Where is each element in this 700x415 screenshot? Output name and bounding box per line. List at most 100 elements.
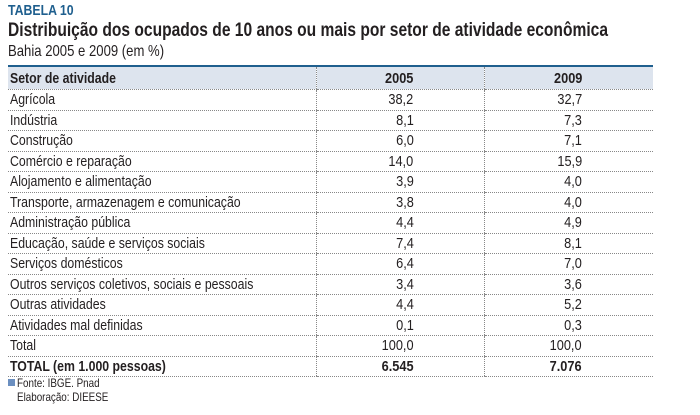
value-2009-cell: 3,6 (483, 274, 653, 295)
table-title: Distribuição dos ocupados de 10 anos ou … (8, 20, 700, 42)
sector-name: Agrícola (10, 91, 56, 109)
value-2005: 8,1 (395, 111, 414, 129)
table-row: Transporte, armazenagem e comunicação 3,… (8, 192, 653, 213)
value-2009-cell: 8,1 (483, 233, 653, 254)
table-row: Agrícola 38,2 32,7 (8, 89, 653, 111)
value-2005: 6.545 (381, 357, 414, 375)
value-2009-cell: 7,1 (483, 130, 653, 152)
sector-name: Total (10, 337, 36, 355)
value-2005: 0,1 (395, 316, 414, 334)
sector-cell: Comércio e reparação (8, 151, 317, 172)
value-2005-cell: 6,4 (316, 253, 485, 275)
value-2005: 4,4 (395, 296, 414, 314)
table-row: Outras atividades 4,4 5,2 (8, 294, 653, 316)
value-2005-cell: 14,0 (316, 151, 485, 172)
value-2005-cell: 100,0 (316, 335, 485, 357)
sector-cell: Educação, saúde e serviços sociais (8, 233, 317, 254)
table-row: Educação, saúde e serviços sociais 7,4 8… (8, 233, 653, 254)
value-2005-cell: 0,1 (316, 315, 485, 336)
sector-name: Educação, saúde e serviços sociais (10, 234, 205, 252)
sector-name: Serviços domésticos (10, 255, 123, 273)
sector-name: Comércio e reparação (10, 152, 132, 170)
value-2005: 3,4 (395, 275, 414, 293)
header-text: Setor de atividade (10, 69, 116, 87)
value-2009-cell: 15,9 (483, 151, 653, 172)
sector-name: Outros serviços coletivos, sociais e pes… (10, 275, 254, 293)
value-2005: 6,0 (395, 132, 414, 150)
sector-cell: TOTAL (em 1.000 pessoas) (8, 356, 317, 377)
sector-name: Atividades mal definidas (10, 316, 143, 334)
sector-cell: Alojamento e alimentação (8, 171, 317, 193)
sector-cell: Agrícola (8, 89, 317, 111)
value-2005: 3,9 (395, 173, 414, 191)
value-2009: 32,7 (557, 91, 582, 109)
sector-cell: Transporte, armazenagem e comunicação (8, 192, 317, 213)
sector-name: Administração pública (10, 214, 131, 232)
value-2009: 0,3 (564, 316, 582, 334)
value-2005-cell: 8,1 (316, 110, 485, 131)
data-table: Setor de atividade 2005 2009 Agrícola 38… (8, 65, 653, 377)
table-row: Comércio e reparação 14,0 15,9 (8, 151, 653, 172)
value-2005: 3,8 (395, 193, 414, 211)
header-text: 2005 (385, 69, 414, 87)
value-2005-cell: 3,4 (316, 274, 485, 295)
value-2009: 4,0 (564, 193, 582, 211)
table-row: TOTAL (em 1.000 pessoas) 6.545 7.076 (8, 356, 653, 377)
header-2009: 2009 (483, 66, 653, 90)
elaboration-text: Elaboração: DIEESE (17, 390, 109, 404)
value-2009: 7.076 (550, 357, 582, 375)
table-row: Outros serviços coletivos, sociais e pes… (8, 274, 653, 295)
value-2005: 4,4 (395, 214, 414, 232)
value-2009-cell: 4,0 (483, 192, 653, 213)
header-sector: Setor de atividade (8, 66, 317, 90)
sector-cell: Construção (8, 130, 317, 152)
value-2005-cell: 6.545 (316, 356, 485, 377)
value-2009-cell: 5,2 (483, 294, 653, 316)
table-row: Serviços domésticos 6,4 7,0 (8, 253, 653, 275)
sector-cell: Outras atividades (8, 294, 317, 316)
value-2005-cell: 38,2 (316, 89, 485, 111)
value-2005: 38,2 (388, 91, 414, 109)
header-2005: 2005 (316, 66, 485, 90)
table-row: Total 100,0 100,0 (8, 335, 653, 357)
value-2009: 7,0 (564, 255, 582, 273)
value-2009: 5,2 (564, 296, 582, 314)
value-2009-cell: 0,3 (483, 315, 653, 336)
sector-name: Outras atividades (10, 296, 106, 314)
sector-name: Indústria (10, 111, 58, 129)
table-row: Alojamento e alimentação 3,9 4,0 (8, 171, 653, 193)
value-2005-cell: 7,4 (316, 233, 485, 254)
value-2009: 15,9 (557, 152, 582, 170)
sector-name: Construção (10, 132, 73, 150)
header-row: Setor de atividade 2005 2009 (8, 66, 653, 90)
sector-cell: Administração pública (8, 212, 317, 234)
sector-cell: Serviços domésticos (8, 253, 317, 275)
value-2009-cell: 7,3 (483, 110, 653, 131)
bullet-square-icon (8, 379, 15, 386)
value-2009: 4,0 (564, 173, 582, 191)
value-2005: 6,4 (395, 255, 414, 273)
value-2009-cell: 4,9 (483, 212, 653, 234)
table-row: Administração pública 4,4 4,9 (8, 212, 653, 234)
table-row: Atividades mal definidas 0,1 0,3 (8, 315, 653, 336)
value-2009-cell: 100,0 (483, 335, 653, 357)
value-2009-cell: 32,7 (483, 89, 653, 111)
value-2009: 4,9 (564, 214, 582, 232)
value-2005-cell: 6,0 (316, 130, 485, 152)
value-2005-cell: 3,9 (316, 171, 485, 193)
table-subtitle: Bahia 2005 e 2009 (em %) (8, 43, 198, 61)
value-2005: 7,4 (395, 234, 414, 252)
sector-cell: Outros serviços coletivos, sociais e pes… (8, 274, 317, 295)
table-number-text: TABELA 10 (8, 2, 74, 19)
value-2009: 3,6 (564, 275, 582, 293)
value-2009-cell: 4,0 (483, 171, 653, 193)
value-2009: 7,1 (564, 132, 582, 150)
value-2009: 8,1 (564, 234, 582, 252)
table-title-text: Distribuição dos ocupados de 10 anos ou … (8, 20, 608, 41)
sector-name: Alojamento e alimentação (10, 173, 152, 191)
source-text: Fonte: IBGE. Pnad (17, 376, 100, 390)
value-2009-cell: 7,0 (483, 253, 653, 275)
value-2005: 14,0 (388, 152, 414, 170)
table-row: Construção 6,0 7,1 (8, 130, 653, 152)
sector-cell: Indústria (8, 110, 317, 131)
